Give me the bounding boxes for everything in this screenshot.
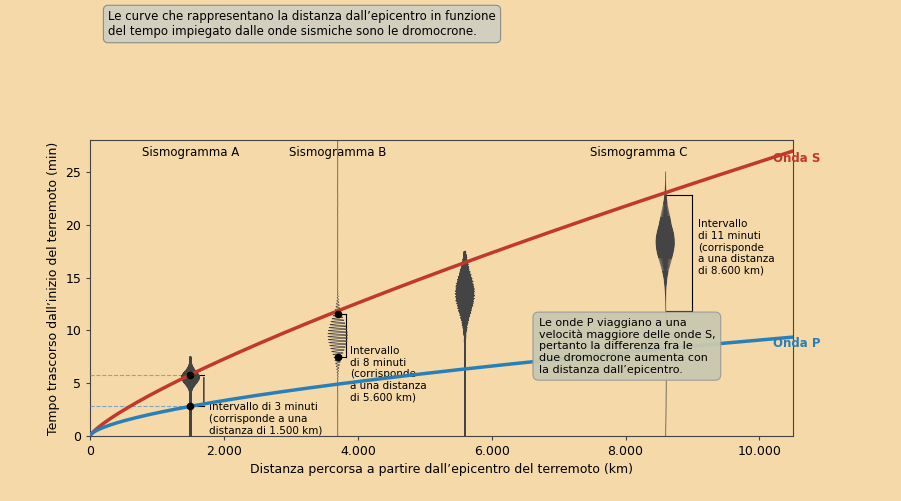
Text: Sismogramma B: Sismogramma B [289,146,387,158]
Text: Sismogramma A: Sismogramma A [141,146,239,158]
Text: Intervallo
di 8 minuti
(corrisponde
a una distanza
di 5.600 km): Intervallo di 8 minuti (corrisponde a un… [350,346,426,402]
Text: Onda P: Onda P [773,337,820,350]
Text: Intervallo di 3 minuti
(corrisponde a una
distanza di 1.500 km): Intervallo di 3 minuti (corrisponde a un… [209,402,323,435]
Text: Sismogramma C: Sismogramma C [590,146,687,158]
Y-axis label: Tempo trascorso dall’inizio del terremoto (min): Tempo trascorso dall’inizio del terremot… [47,141,59,435]
Text: Le curve che rappresentano la distanza dall’epicentro in funzione
del tempo impi: Le curve che rappresentano la distanza d… [108,10,496,38]
Text: Intervallo
di 11 minuti
(corrisponde
a una distanza
di 8.600 km): Intervallo di 11 minuti (corrisponde a u… [698,219,775,276]
X-axis label: Distanza percorsa a partire dall’epicentro del terremoto (km): Distanza percorsa a partire dall’epicent… [250,463,633,476]
Text: Le onde P viaggiano a una
velocità maggiore delle onde S,
pertanto la differenza: Le onde P viaggiano a una velocità maggi… [539,318,715,375]
Text: Onda S: Onda S [773,152,820,165]
